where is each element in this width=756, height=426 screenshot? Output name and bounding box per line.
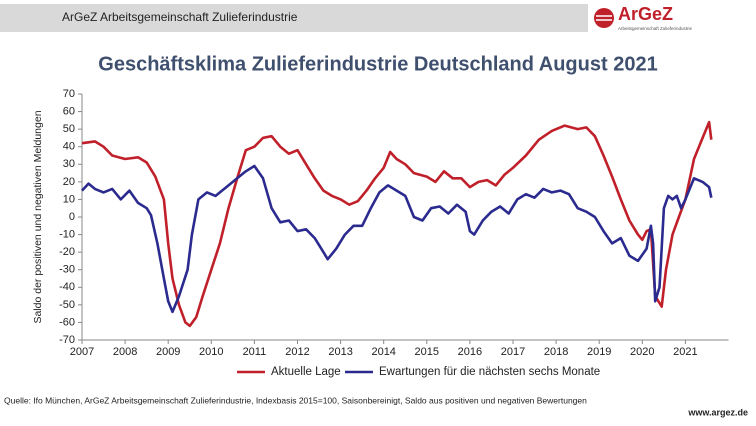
line-series [81, 164, 713, 314]
y-tick-label: 60 [63, 105, 75, 117]
logo: ArGeZ [618, 4, 673, 24]
logo-icon [594, 8, 614, 28]
y-tick-label: -20 [59, 246, 75, 258]
y-tick-label: -30 [59, 264, 75, 276]
x-tick-label: 2007 [70, 346, 94, 358]
x-tick-label: 2012 [285, 346, 309, 358]
logo-stripes [596, 15, 612, 21]
y-tick-label: -60 [59, 316, 75, 328]
chart-title: Geschäftsklima Zulieferindustrie Deutsch… [98, 53, 657, 75]
legend-label: Aktuelle Lage [271, 366, 341, 378]
header-band [0, 4, 588, 32]
x-tick-label: 2010 [199, 346, 223, 358]
y-tick-label: 50 [63, 123, 75, 135]
y-tick-label: 0 [69, 211, 75, 223]
x-tick-label: 2016 [458, 346, 482, 358]
x-tick-label: 2014 [371, 346, 395, 358]
x-tick-label: 2009 [156, 346, 180, 358]
header-title: ArGeZ Arbeitsgemeinschaft Zulieferindust… [62, 10, 298, 24]
y-tick-label: 40 [63, 141, 75, 153]
x-tick-label: 2008 [113, 346, 137, 358]
y-tick-label: -10 [59, 228, 75, 240]
x-tick-label: 2017 [501, 346, 525, 358]
x-tick-label: 2018 [544, 346, 568, 358]
x-tick-label: 2015 [415, 346, 439, 358]
y-tick-label: -70 [59, 334, 75, 346]
legend-label: Ewartungen für die nächsten sechs Monate [379, 366, 600, 378]
y-tick-label: 10 [63, 193, 75, 205]
y-tick-label: -40 [59, 281, 75, 293]
footer-url: www.argez.de [687, 407, 748, 417]
x-tick-label: 2011 [243, 346, 267, 358]
y-tick-label: 20 [63, 176, 75, 188]
line-series [81, 120, 713, 328]
y-tick-label: -50 [59, 299, 75, 311]
source: Quelle: Ifo München, ArGeZ Arbeitsgemein… [4, 395, 587, 405]
logo-subtitle: Arbeitsgemeinschaft Zulieferindustrie [618, 26, 693, 31]
y-tick-label: 30 [63, 158, 75, 170]
x-tick-label: 2020 [630, 346, 654, 358]
x-tick-label: 2013 [328, 346, 352, 358]
y-tick-label: 70 [63, 88, 75, 100]
y-axis-label: Saldo der positiven und negativen Meldun… [32, 110, 44, 323]
x-tick-label: 2021 [673, 346, 697, 358]
x-tick-label: 2019 [587, 346, 611, 358]
